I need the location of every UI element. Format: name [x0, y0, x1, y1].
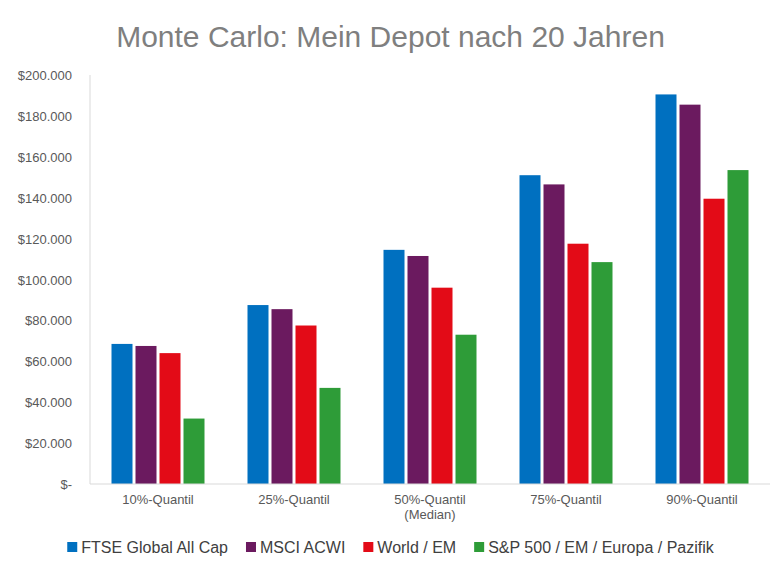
x-tick-label: 10%-Quantil: [122, 492, 194, 507]
y-tick-label: $80.000: [25, 313, 72, 328]
legend-swatch: [246, 542, 256, 552]
legend-swatch: [474, 542, 484, 552]
x-tick-label: 75%-Quantil: [530, 492, 602, 507]
legend-label: FTSE Global All Cap: [81, 539, 228, 556]
bar: [704, 199, 725, 484]
bar: [296, 326, 317, 484]
bar: [272, 309, 293, 484]
bar: [592, 262, 613, 484]
bar: [680, 105, 701, 484]
bar: [248, 305, 269, 484]
bar: [384, 250, 405, 484]
bar: [728, 170, 749, 484]
y-tick-label: $200.000: [18, 68, 72, 83]
bar: [320, 388, 341, 484]
x-tick-label: 50%-Quantil(Median): [394, 492, 466, 522]
bar: [520, 175, 541, 484]
bar: [136, 346, 157, 484]
bar: [456, 335, 477, 484]
x-tick-label: 90%-Quantil: [666, 492, 738, 507]
y-tick-label: $40.000: [25, 395, 72, 410]
bars: [112, 94, 749, 484]
y-tick-label: $60.000: [25, 354, 72, 369]
bar: [432, 288, 453, 484]
x-axis-line: [90, 484, 770, 485]
y-axis-line: [90, 75, 91, 484]
y-tick-label: $140.000: [18, 191, 72, 206]
legend-swatch: [67, 542, 77, 552]
chart: Monte Carlo: Mein Depot nach 20 Jahren $-…: [0, 0, 781, 572]
bar: [544, 184, 565, 484]
legend-swatch: [363, 542, 373, 552]
title: Monte Carlo: Mein Depot nach 20 Jahren: [116, 20, 665, 53]
bar: [568, 244, 589, 484]
bar: [112, 344, 133, 484]
legend-label: S&P 500 / EM / Europa / Pazifik: [488, 539, 715, 556]
bar: [184, 419, 205, 484]
legend: FTSE Global All Cap MSCI ACWI World / EM S&…: [67, 539, 715, 556]
y-tick-label: $-: [60, 477, 72, 492]
y-tick-label: $20.000: [25, 436, 72, 451]
y-tick-label: $180.000: [18, 109, 72, 124]
x-tick-label: 25%-Quantil: [258, 492, 330, 507]
bar: [160, 353, 181, 484]
y-tick-label: $160.000: [18, 150, 72, 165]
y-tick-label: $120.000: [18, 232, 72, 247]
y-tick-label: $100.000: [18, 273, 72, 288]
bar: [408, 256, 429, 484]
legend-label: World / EM: [377, 539, 456, 556]
bar: [656, 94, 677, 484]
legend-label: MSCI ACWI: [260, 539, 345, 556]
